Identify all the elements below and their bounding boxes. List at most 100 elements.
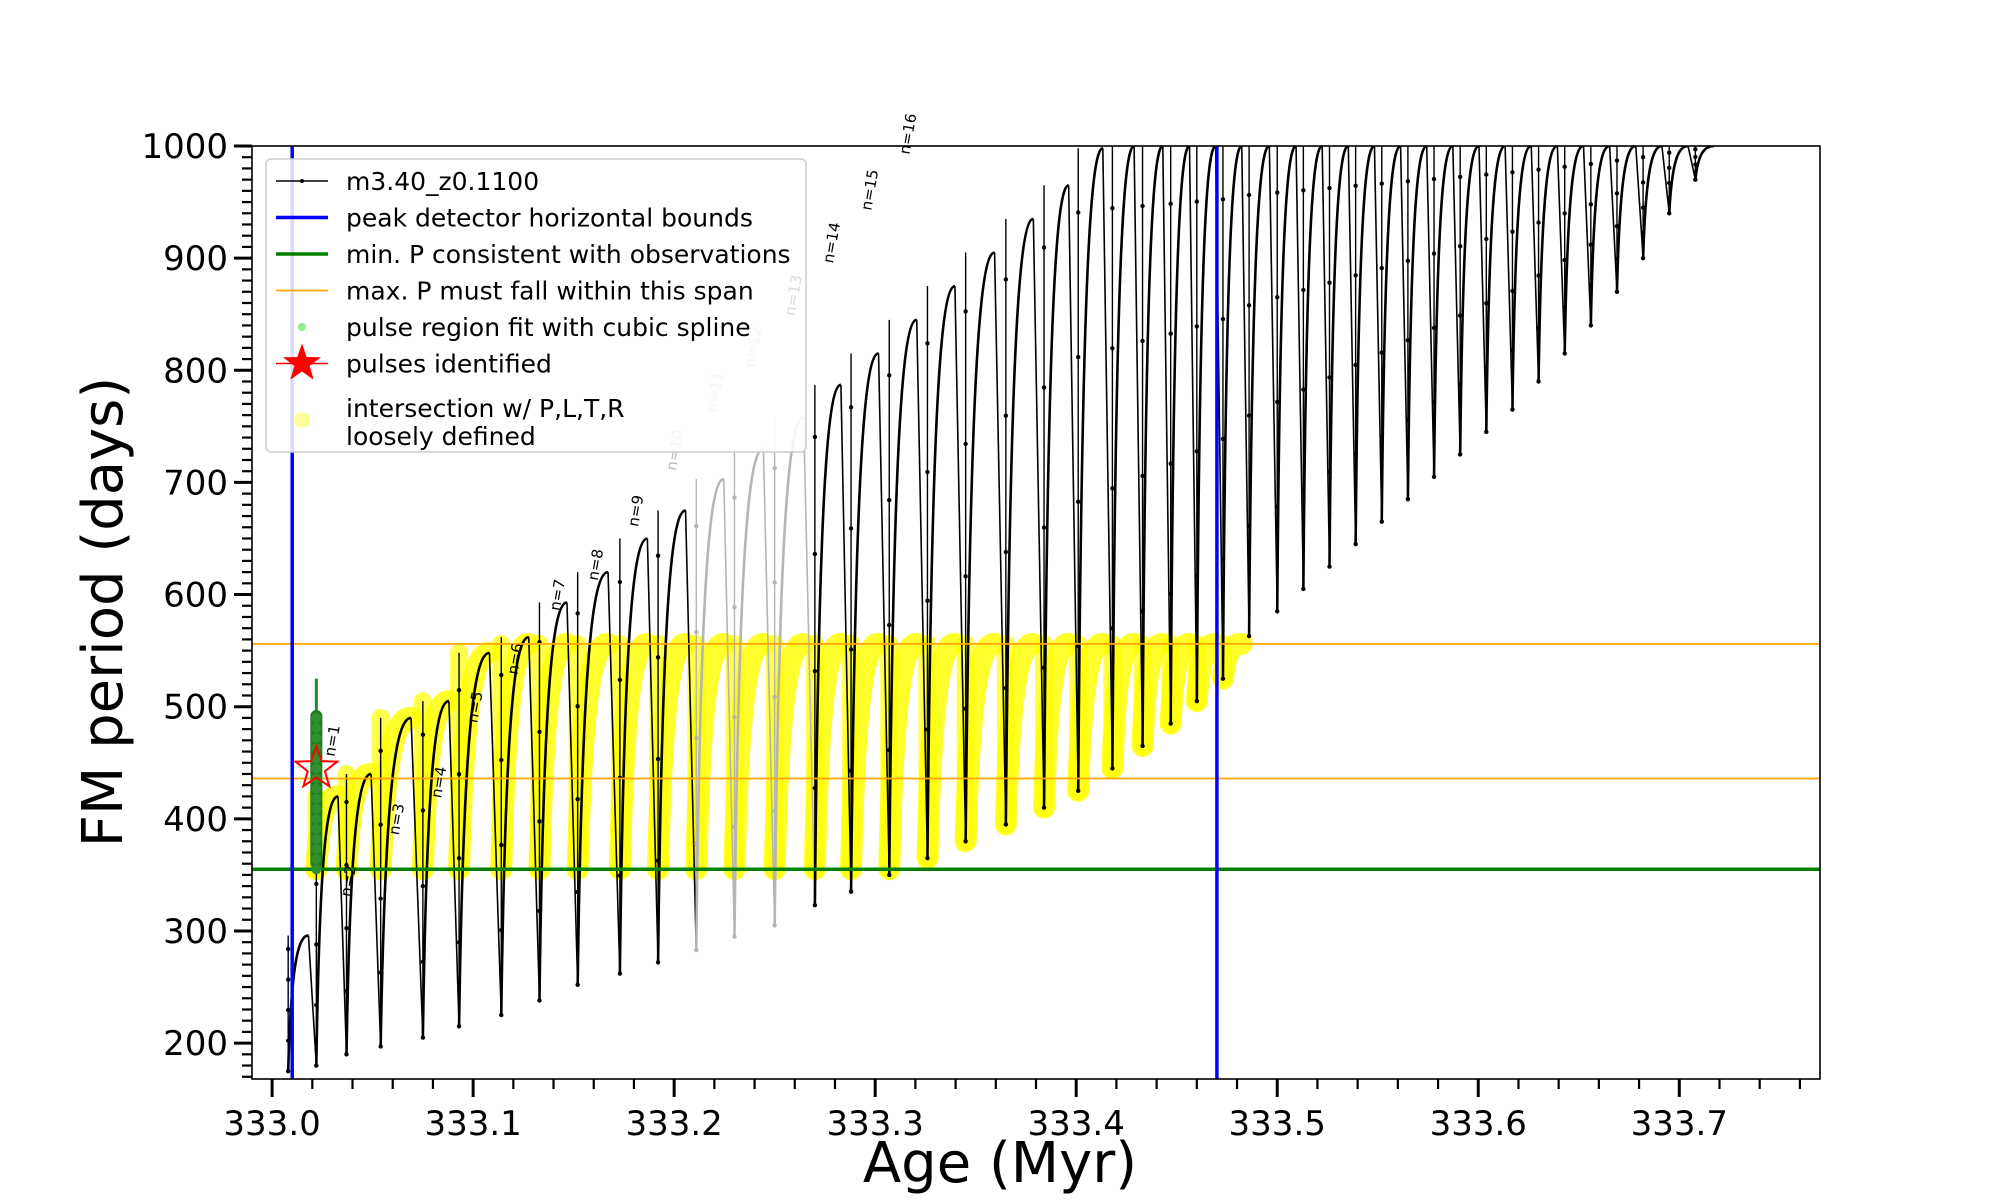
series-marker [1562, 351, 1567, 356]
pulse-drop [1530, 146, 1540, 382]
series-marker [1562, 257, 1567, 263]
series-marker [1353, 362, 1358, 368]
x-tick-label: 333.0 [223, 1104, 320, 1144]
series-marker [1379, 350, 1384, 355]
series-marker [694, 735, 699, 741]
series-marker [1614, 223, 1620, 229]
spline-point [311, 813, 322, 824]
x-axis-title: Age (Myr) [863, 1131, 1137, 1196]
series-marker [1457, 174, 1463, 180]
series-marker [378, 822, 383, 827]
series-marker [1301, 586, 1306, 592]
pulse-drop [566, 602, 579, 985]
pulse-curve [499, 635, 530, 1016]
pulse-drop [337, 796, 348, 1055]
series-marker [1301, 287, 1306, 293]
pulse-drop [1452, 146, 1461, 455]
pulse-curve [1589, 146, 1610, 326]
pulse-drop [1032, 218, 1045, 808]
pulse-drop [607, 572, 621, 974]
pulse-drop [410, 717, 424, 1038]
series-marker [925, 727, 930, 732]
series-marker [1041, 805, 1047, 810]
pulse-curve [849, 352, 879, 892]
series-marker [1194, 698, 1200, 704]
series-marker [1110, 766, 1115, 771]
series-marker [285, 1038, 291, 1043]
series-marker [1301, 387, 1306, 392]
series-marker [1353, 273, 1358, 278]
series-marker [1220, 676, 1226, 681]
pulse-curve [457, 651, 490, 1027]
pulse-drop [1373, 146, 1383, 522]
series-marker [1431, 400, 1437, 405]
series-marker [694, 523, 699, 529]
pulse-curve [1141, 146, 1164, 746]
series-marker [887, 373, 892, 378]
series-marker [344, 862, 349, 868]
series-marker [378, 1044, 383, 1049]
series-marker [499, 1012, 504, 1018]
pulse-drop [1478, 146, 1488, 432]
series-marker [655, 553, 661, 558]
series-marker [1536, 379, 1541, 384]
series-marker [1076, 354, 1081, 360]
x-tick-label: 333.2 [625, 1104, 722, 1144]
pulse-drop [1321, 146, 1331, 567]
series-marker [1275, 295, 1280, 300]
series-marker [1510, 348, 1515, 353]
pulse-drop [1608, 146, 1618, 292]
pulse-drop [1162, 146, 1172, 724]
series-marker [1693, 177, 1698, 182]
series-marker [420, 883, 426, 889]
pulse-curve [538, 601, 568, 1001]
pulse-drop [1399, 146, 1409, 500]
series-marker [1640, 205, 1646, 210]
pulse-drop [488, 652, 503, 1016]
legend-label: min. P consistent with observations [346, 240, 791, 269]
series-marker [772, 465, 777, 471]
series-marker [655, 655, 661, 660]
series-marker [1076, 644, 1081, 649]
series-marker [1168, 721, 1173, 726]
series-marker [887, 747, 892, 753]
legend-label: peak detector horizontal bounds [346, 204, 753, 233]
pulse-drop [722, 479, 736, 937]
series-marker [1614, 191, 1620, 196]
series-marker [378, 748, 383, 753]
y-tick-label: 500 [163, 688, 228, 728]
spline-point [311, 864, 322, 875]
series-marker [537, 819, 542, 824]
series-marker [925, 341, 930, 346]
series-marker [420, 808, 426, 813]
series-marker [1640, 155, 1646, 160]
series-marker [344, 1052, 349, 1057]
series-marker [1353, 541, 1358, 547]
series-marker [1640, 180, 1646, 185]
series-marker [1693, 169, 1698, 175]
pulse-drop [1240, 146, 1250, 637]
series-marker [1562, 211, 1567, 216]
pulse-curve [694, 477, 725, 951]
series-marker [1246, 523, 1252, 528]
series-marker [1246, 192, 1252, 198]
series-marker [456, 940, 462, 945]
pulse-curve [1221, 146, 1243, 679]
series-marker [617, 677, 623, 683]
series-marker [1536, 167, 1541, 172]
series-marker [655, 960, 661, 965]
series-marker [925, 598, 930, 603]
series-marker [848, 889, 854, 894]
series-marker [575, 982, 580, 988]
series-marker [1327, 185, 1332, 191]
series-marker [1076, 210, 1081, 215]
series-marker [812, 785, 818, 791]
pulse-drop [840, 384, 852, 892]
pulse-drop [762, 448, 776, 926]
series-marker [1327, 564, 1332, 569]
series-marker [1246, 633, 1252, 639]
pulse-drop [1295, 146, 1305, 589]
series-marker [499, 672, 504, 678]
pulse-curve [1195, 146, 1217, 702]
